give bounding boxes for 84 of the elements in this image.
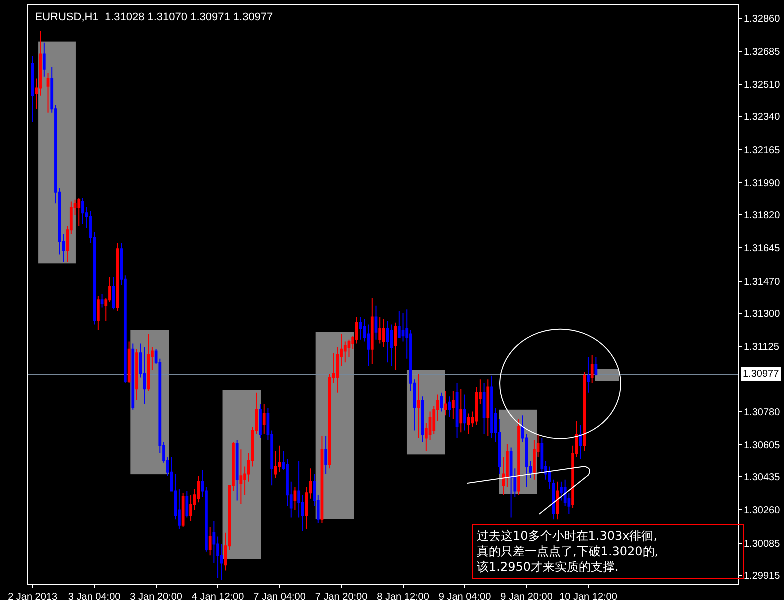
y-tick-label: 1.30780 <box>744 407 781 418</box>
candlestick <box>587 356 590 394</box>
y-tick-label: 1.31990 <box>744 178 781 190</box>
x-tick-label: 8 Jan 12:00 <box>377 592 430 600</box>
y-tick-label: 1.32860 <box>744 14 781 25</box>
candlestick <box>386 320 390 364</box>
candlestick <box>444 390 448 416</box>
y-tick-label: 1.31125 <box>744 342 780 354</box>
candlestick <box>112 276 116 310</box>
candlestick <box>482 382 486 436</box>
candlestick <box>448 396 452 418</box>
x-tick-label: 7 Jan 20:00 <box>315 592 368 600</box>
candlestick <box>460 388 463 434</box>
y-tick-label: 1.29915 <box>744 570 781 582</box>
candlestick <box>486 379 490 437</box>
candlestick <box>398 311 401 339</box>
candlestick <box>186 490 189 518</box>
y-tick-label: 1.32340 <box>744 112 781 124</box>
candlestick <box>294 487 297 511</box>
candlestick <box>390 324 394 367</box>
candlestick <box>374 305 378 340</box>
candlestick <box>324 436 328 475</box>
candlestick <box>370 298 374 366</box>
candlestick <box>100 294 104 308</box>
candlestick <box>42 42 46 78</box>
candlestick <box>82 198 84 225</box>
y-tick-label: 1.32510 <box>744 80 781 91</box>
text: EURUSD,H1 1.31028 1.31070 1.30971 1.30977 <box>35 12 274 24</box>
annotation: 过去这10多个小时在1.303x徘徊, 真的只差一点点了,下破1.3020的, 该1.2950才来实质的支撑. <box>477 529 659 574</box>
candlestick <box>556 481 560 520</box>
candlestick <box>456 382 459 439</box>
y-tick-label: 1.30260 <box>744 506 781 517</box>
x-tick-label: 10 Jan 12:00 <box>560 592 618 600</box>
candlestick <box>143 346 146 405</box>
x-tick-label: 7 Jan 04:00 <box>254 592 306 600</box>
ref-line-label: 1.30977 <box>743 369 780 380</box>
candlestick <box>78 198 81 227</box>
candlestick <box>590 354 594 384</box>
candlestick <box>31 56 34 123</box>
x-tick-label: 3 Jan 20:00 <box>130 592 183 600</box>
candlestick <box>136 348 138 401</box>
x-tick-label: 9 Jan 20:00 <box>500 592 554 600</box>
candlestick <box>583 372 586 452</box>
y-tick-label: 1.32165 <box>744 145 781 156</box>
candlestick <box>96 296 100 331</box>
candlestick <box>182 492 185 528</box>
candlestick <box>262 404 266 436</box>
x-tick-label: 4 Jan 12:00 <box>192 592 245 600</box>
x-tick-label: 3 Jan 04:00 <box>68 592 122 600</box>
candlestick <box>382 318 386 348</box>
candlestick <box>533 440 536 480</box>
candlestick <box>467 413 470 436</box>
candlestick <box>147 334 150 392</box>
candlestick <box>417 373 420 439</box>
candlestick <box>421 396 424 443</box>
candlestick <box>594 356 598 376</box>
candlestick <box>378 316 382 344</box>
y-tick-label: 1.31645 <box>744 244 781 255</box>
x-tick-label: 9 Jan 04:00 <box>438 592 492 600</box>
candlestick <box>259 404 262 439</box>
candlestick <box>46 72 50 114</box>
candlestick <box>240 449 243 506</box>
y-tick-label: 1.30085 <box>744 538 781 550</box>
candlestick <box>359 316 362 340</box>
candlestick <box>236 440 239 502</box>
candlestick <box>128 341 131 384</box>
candlestick <box>464 394 466 432</box>
candlestick <box>394 322 397 371</box>
candlestick <box>579 424 582 460</box>
candlestick <box>440 392 444 412</box>
candlestick <box>452 390 455 420</box>
x-tick-label: 2 Jan 2013 <box>8 592 58 600</box>
y-tick-label: 1.32685 <box>744 46 781 58</box>
y-tick-label: 1.30605 <box>744 440 781 452</box>
candlestick <box>490 375 494 439</box>
y-tick-label: 1.31820 <box>744 210 781 222</box>
candlestick <box>208 526 212 556</box>
candlestick <box>320 436 324 524</box>
y-tick-label: 1.30435 <box>744 472 781 484</box>
candlestick <box>518 418 520 496</box>
candlestick <box>510 447 513 518</box>
candlestick <box>132 343 135 410</box>
y-tick-label: 1.31300 <box>744 308 781 320</box>
y-tick-label: 1.31470 <box>744 276 781 288</box>
